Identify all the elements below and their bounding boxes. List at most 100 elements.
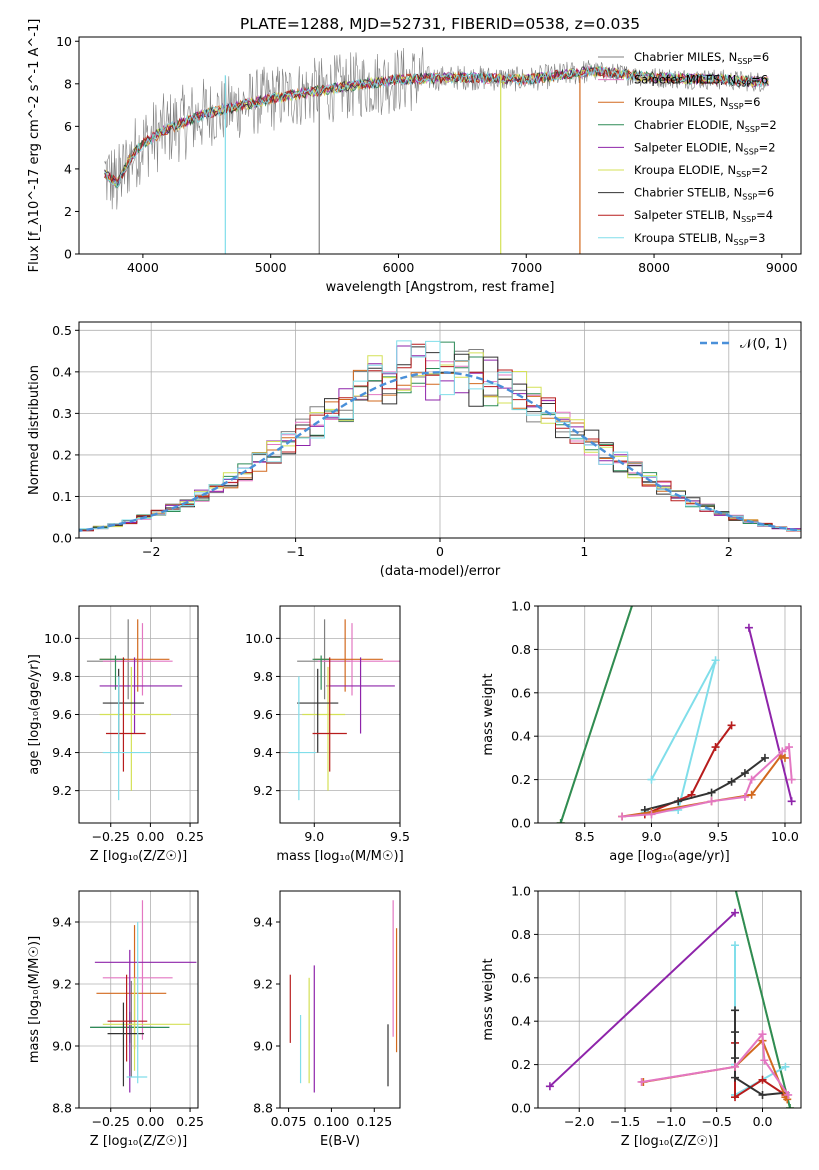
y-tick-label: 0.4 — [511, 729, 531, 744]
weight-point-marker — [731, 1006, 740, 1015]
x-tick-label: 9.5 — [390, 829, 410, 844]
weight-point-marker — [727, 777, 736, 786]
age-vs-mass-panel: 9.0 9.5 9.2 9.4 9.6 9.8 10.0 mass [log₁₀(M/M☉)] — [245, 605, 410, 864]
weight-point-marker — [731, 941, 740, 950]
y-tick-label: 0.4 — [511, 1014, 531, 1029]
y-tick-label: 0.2 — [511, 772, 531, 787]
y-axis-label: mass weight — [481, 958, 496, 1040]
weight-series-line — [549, 911, 736, 1088]
legend-subscript: SSP — [729, 102, 744, 111]
x-tick-label: 1 — [580, 544, 588, 559]
mass-vs-EBV-panel: 0.075 0.100 0.125 8.8 9.0 9.2 9.4 E(B-V) — [253, 890, 401, 1149]
y-tick-label: 9.4 — [253, 745, 273, 760]
x-tick-label: 0.00 — [136, 829, 164, 844]
legend-subscript: SSP — [736, 170, 751, 179]
weight-point-marker — [647, 810, 656, 819]
massweight-vs-age-panel: 8.5 9.0 9.5 10.0 0.0 0.2 0.4 0.6 0.8 1.0 age [log₁… — [481, 599, 802, 864]
x-tick-label: 0.075 — [271, 1114, 307, 1129]
y-tick-label: 9.4 — [52, 915, 72, 930]
y-tick-label: 8.8 — [52, 1101, 72, 1116]
x-tick-label: 0.100 — [314, 1114, 350, 1129]
plot-area — [104, 47, 769, 254]
legend-label-rest: =2 — [751, 163, 768, 177]
weight-point-marker — [556, 819, 565, 823]
weight-point-marker — [784, 1090, 793, 1099]
x-axis-label: (data-model)/error — [380, 564, 501, 579]
axis-layer: −2 −1 0 1 2 0.0 0.1 0.2 0.3 0.4 0.5 (data-model)/er… — [27, 321, 802, 579]
figure-title: PLATE=1288, MJD=52731, FIBERID=0538, z=0… — [240, 15, 640, 33]
x-tick-label: 0.00 — [136, 1114, 164, 1129]
x-tick-label: 6000 — [383, 260, 415, 275]
model-fit-line — [104, 66, 769, 187]
y-tick-label: 8.8 — [253, 1101, 273, 1116]
y-tick-label: 0.4 — [52, 364, 72, 379]
axis-layer: −0.25 0.00 0.25 8.8 9.0 9.2 9.4 Z [log₁₀(Z/Z☉)]… — [27, 890, 204, 1149]
model-fit-line — [104, 66, 769, 183]
legend-label: Salpeter STELIB, NSSP=4 — [634, 208, 773, 224]
x-tick-label: −0.25 — [92, 829, 130, 844]
weight-point-marker — [637, 1077, 646, 1086]
weight-point-marker — [674, 797, 683, 806]
weight-series-line — [734, 945, 786, 1097]
legend-label: Chabrier ELODIE, NSSP=2 — [634, 118, 777, 134]
y-tick-label: 0.0 — [511, 816, 531, 831]
x-tick-label: 0.125 — [356, 1114, 392, 1129]
weight-point-marker — [729, 876, 737, 884]
x-axis-label: E(B-V) — [320, 1134, 360, 1149]
weight-point-marker — [731, 1054, 740, 1063]
y-tick-label: 10.0 — [44, 631, 72, 646]
axis-layer: 4000 5000 6000 7000 8000 9000 0 2 4 6 8 10 wavelengt… — [27, 19, 802, 295]
legend-label-rest: =6 — [744, 95, 761, 109]
x-tick-label: 8.5 — [575, 829, 595, 844]
y-axis-label: Flux [f_λ10^-17 erg cm^-2 s^-1 A^-1] — [27, 19, 42, 273]
weight-point-marker — [731, 1028, 740, 1037]
legend-label-rest: =2 — [760, 118, 777, 132]
y-tick-label: 1.0 — [511, 599, 531, 614]
weight-point-marker — [647, 775, 656, 784]
axis-layer: −0.25 0.00 0.25 9.2 9.4 9.6 9.8 10.0 Z [log₁₀(Z/… — [27, 605, 204, 864]
y-tick-label: 0.3 — [52, 406, 72, 421]
y-axis-label: Normed distribution — [27, 365, 42, 495]
legend-subscript: SSP — [736, 80, 751, 89]
weight-point-marker — [711, 743, 720, 752]
y-tick-label: 10 — [56, 34, 72, 49]
y-tick-label: 9.2 — [52, 783, 72, 798]
weight-point-marker — [786, 1104, 795, 1108]
weight-point-marker — [747, 775, 756, 784]
x-tick-label: −1 — [286, 544, 304, 559]
weight-point-marker — [731, 1062, 740, 1071]
weight-point-marker — [760, 753, 769, 762]
plot-area — [556, 606, 796, 823]
weight-point-marker — [727, 721, 736, 730]
massweight-vs-Z-panel: −2.0 −1.5 −1.0 −0.5 0.0 0.0 0.2 0.4 0.6 0.8 1.0 Z [… — [481, 876, 802, 1149]
legend-label-rest: =2 — [759, 140, 776, 154]
x-axis-label: mass [log₁₀(M/M☉)] — [276, 849, 403, 864]
x-axis-label: Z [log₁₀(Z/Z☉)] — [90, 1134, 187, 1149]
y-tick-label: 4 — [64, 161, 72, 176]
plot-area — [86, 619, 183, 801]
legend-label: Chabrier STELIB, NSSP=6 — [634, 186, 774, 202]
axes-frame — [78, 36, 802, 255]
plot-area — [90, 900, 197, 1093]
y-tick-label: 8 — [64, 76, 72, 91]
plot-area — [545, 876, 795, 1108]
weight-point-marker — [707, 788, 716, 797]
weight-point-marker — [787, 775, 796, 784]
axis-layer: −2.0 −1.5 −1.0 −0.5 0.0 0.0 0.2 0.4 0.6 0.8 1.0 Z [… — [481, 884, 802, 1149]
legend-subscript: SSP — [737, 57, 752, 66]
x-tick-label: −2 — [142, 544, 160, 559]
y-tick-label: 9.4 — [52, 745, 72, 760]
x-tick-label: −0.25 — [92, 1114, 130, 1129]
axes-frame — [537, 890, 802, 1109]
weight-point-marker — [758, 1075, 767, 1084]
legend-label-rest: =3 — [749, 231, 766, 245]
gaussian-curve — [79, 371, 801, 532]
legend-label-rest: =4 — [756, 208, 773, 222]
legend-subscript: SSP — [734, 238, 749, 247]
weight-point-marker — [783, 1095, 792, 1104]
y-tick-label: 6 — [64, 119, 72, 134]
weight-point-marker — [731, 1093, 740, 1102]
y-tick-label: 9.8 — [52, 669, 72, 684]
y-axis-label: age [log₁₀(age/yr)] — [27, 654, 42, 775]
